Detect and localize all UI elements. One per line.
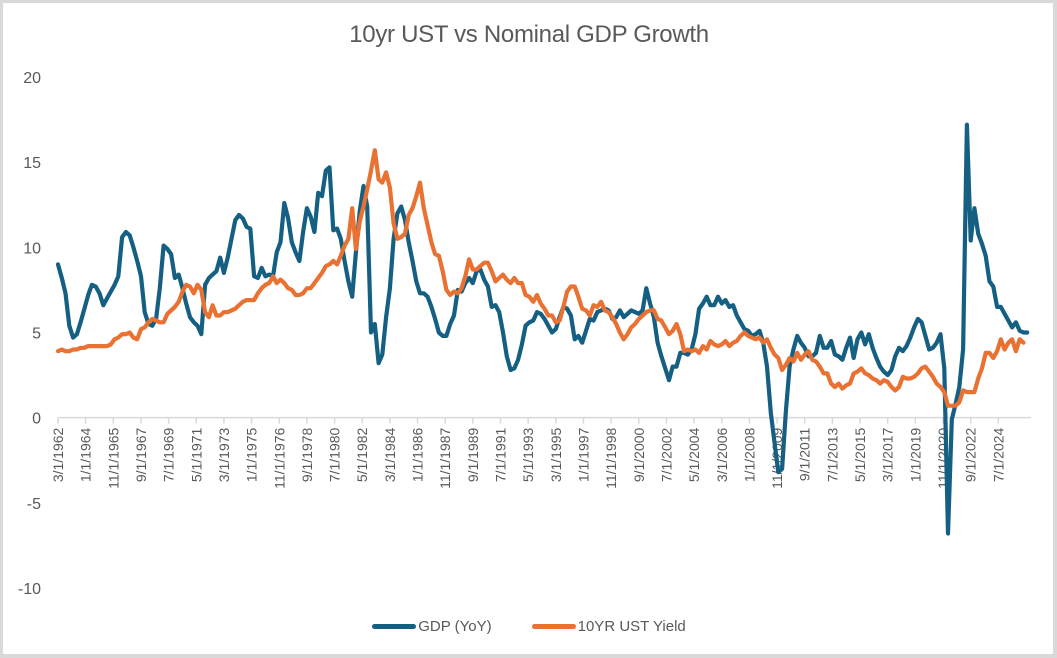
legend: GDP (YoY) 10YR UST Yield — [3, 618, 1055, 635]
x-tick-label: 9/1/1967 — [133, 427, 149, 482]
x-tick-label: 5/1/2015 — [852, 427, 868, 482]
x-tick-label: 3/1/2006 — [714, 427, 730, 482]
x-tick-label: 11/1/1976 — [271, 427, 287, 488]
x-tick-label: 1/1/2008 — [741, 427, 757, 482]
x-tick-label: 1/1/1964 — [78, 427, 94, 482]
chart-plot: 20 15 10 5 0 -5 -10 3/1/1962 1/1/1964 11/1/1965 9… — [18, 70, 1031, 598]
x-tick-label: 9/1/2022 — [963, 427, 979, 482]
y-tick-label: -10 — [18, 581, 41, 598]
chart-title: 10yr UST vs Nominal GDP Growth — [349, 21, 709, 48]
x-tick-label: 3/1/2017 — [880, 427, 896, 482]
y-axis: 20 15 10 5 0 -5 -10 — [18, 70, 41, 598]
x-tick-label: 9/1/2000 — [631, 427, 647, 482]
legend-label-ust: 10YR UST Yield — [577, 618, 686, 635]
x-tick-label: 3/1/1962 — [50, 427, 66, 482]
legend-item-ust[interactable]: 10YR UST Yield — [531, 618, 686, 635]
x-tick-label: 7/1/2013 — [824, 427, 840, 482]
legend-swatch-gdp — [372, 624, 417, 629]
x-axis: 3/1/1962 1/1/1964 11/1/1965 9/1/1967 7/1/196… — [50, 416, 1031, 489]
x-tick-label: 1/1/1986 — [410, 427, 426, 482]
series-lines — [55, 122, 1030, 536]
x-tick-label: 9/1/2011 — [797, 427, 813, 481]
x-tick-label: 3/1/1995 — [548, 427, 564, 482]
x-tick-label: 7/1/2002 — [658, 427, 674, 482]
x-tick-label: 11/1/1965 — [105, 427, 121, 488]
x-tick-label: 7/1/1991 — [493, 427, 509, 482]
x-tick-label: 5/1/2004 — [686, 427, 702, 482]
legend-label-gdp: GDP (YoY) — [418, 618, 492, 635]
series-line-gdp[interactable] — [55, 122, 1030, 536]
y-tick-label: -5 — [27, 496, 41, 513]
x-tick-label: 5/1/1993 — [520, 427, 536, 482]
y-tick-label: 15 — [23, 155, 41, 172]
y-tick-label: 0 — [32, 411, 41, 428]
x-tick-label: 5/1/1971 — [188, 427, 204, 482]
x-tick-label: 1/1/1975 — [244, 427, 260, 482]
x-tick-label: 11/1/1998 — [603, 427, 619, 488]
y-tick-label: 20 — [23, 70, 41, 87]
x-tick-label: 7/1/2024 — [990, 427, 1006, 482]
legend-swatch-ust — [531, 624, 576, 629]
x-tick-label: 7/1/1980 — [327, 427, 343, 482]
legend-item-gdp[interactable]: GDP (YoY) — [372, 618, 492, 635]
x-tick-label: 3/1/1984 — [382, 427, 398, 482]
y-tick-label: 5 — [32, 326, 41, 343]
x-tick-label: 7/1/1969 — [161, 427, 177, 482]
series-line-ust-yield[interactable] — [55, 148, 1026, 408]
x-tick-label: 3/1/1973 — [216, 427, 232, 482]
x-tick-label: 5/1/1982 — [354, 427, 370, 482]
x-tick-label: 11/1/1987 — [437, 427, 453, 488]
x-tick-label: 1/1/2019 — [907, 427, 923, 482]
x-tick-label: 1/1/1997 — [575, 427, 591, 482]
x-tick-label: 9/1/1978 — [299, 427, 315, 482]
x-tick-label: 9/1/1989 — [465, 427, 481, 482]
y-tick-label: 10 — [23, 240, 41, 257]
